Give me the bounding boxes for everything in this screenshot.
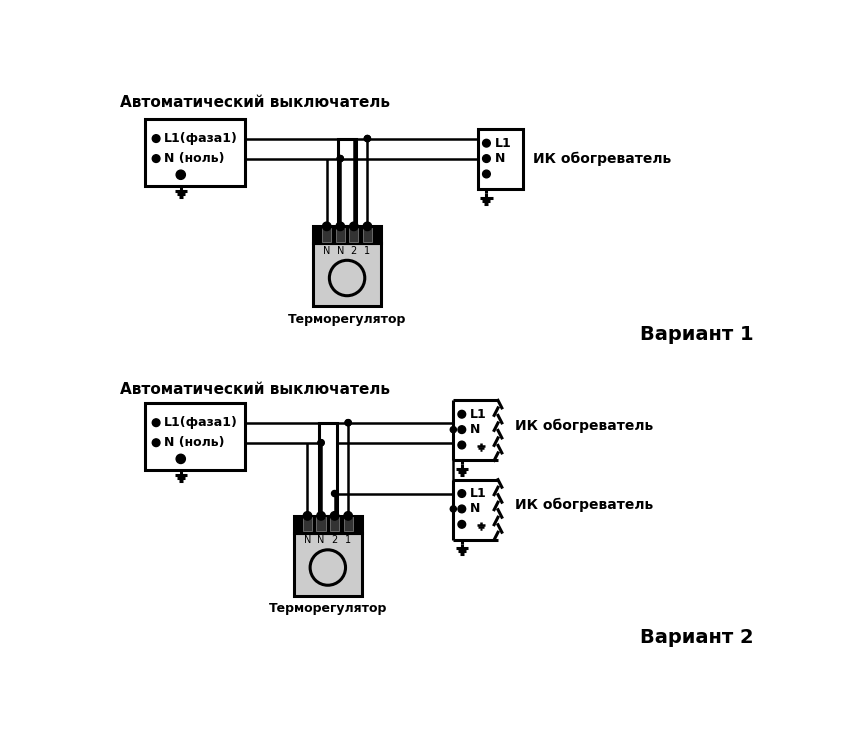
Circle shape (337, 155, 343, 161)
Bar (363, 228, 372, 242)
Bar (478, 129, 523, 190)
Circle shape (458, 426, 466, 434)
Bar (338, 138, 356, 226)
Circle shape (317, 512, 326, 520)
Circle shape (322, 222, 331, 231)
Circle shape (336, 222, 344, 231)
Text: L1: L1 (495, 137, 512, 150)
Circle shape (152, 155, 160, 162)
Text: Вариант 1: Вариант 1 (640, 324, 754, 344)
Text: Терморегулятор: Терморегулятор (288, 312, 406, 326)
Bar (336, 228, 345, 242)
Text: ИК обогреватель: ИК обогреватель (515, 419, 653, 433)
Bar (319, 423, 337, 516)
Circle shape (458, 521, 466, 528)
Circle shape (176, 170, 185, 179)
Circle shape (152, 439, 160, 446)
Text: Автоматический выключатель: Автоматический выключатель (120, 382, 390, 397)
Text: N (ноль): N (ноль) (164, 436, 224, 449)
Circle shape (318, 440, 324, 446)
Bar (330, 517, 339, 531)
Text: Автоматический выключатель: Автоматический выключатель (120, 95, 390, 110)
Circle shape (345, 420, 351, 426)
Text: Терморегулятор: Терморегулятор (269, 602, 387, 615)
Circle shape (332, 490, 337, 496)
Circle shape (365, 135, 371, 141)
Circle shape (303, 512, 312, 520)
Text: L1: L1 (470, 408, 487, 420)
Circle shape (483, 170, 490, 178)
Text: N (ноль): N (ноль) (164, 152, 224, 165)
Text: 1: 1 (365, 246, 371, 256)
Circle shape (318, 440, 324, 446)
Text: ИК обогреватель: ИК обогреватель (534, 152, 672, 166)
Circle shape (450, 426, 456, 433)
Text: N: N (317, 535, 325, 545)
Bar (316, 517, 326, 531)
Circle shape (458, 505, 466, 513)
Circle shape (363, 222, 371, 231)
Text: N: N (323, 246, 331, 256)
Text: N: N (495, 152, 505, 165)
Bar (294, 533, 362, 596)
Circle shape (337, 155, 343, 161)
Circle shape (349, 222, 358, 231)
Text: L1(фаза1): L1(фаза1) (164, 416, 238, 429)
Bar (343, 517, 353, 531)
Circle shape (176, 455, 185, 464)
Text: 2: 2 (332, 535, 337, 545)
Circle shape (483, 155, 490, 162)
Circle shape (345, 420, 351, 426)
Bar (313, 243, 381, 307)
Circle shape (331, 512, 339, 520)
Circle shape (458, 411, 466, 418)
Bar (294, 516, 362, 533)
Circle shape (458, 490, 466, 498)
Circle shape (344, 512, 353, 520)
Circle shape (329, 260, 365, 295)
Circle shape (152, 135, 160, 142)
Text: ИК обогреватель: ИК обогреватель (515, 498, 653, 512)
Circle shape (458, 441, 466, 449)
Text: N: N (303, 535, 311, 545)
Bar (349, 228, 359, 242)
Text: L1: L1 (470, 487, 487, 500)
Text: N: N (337, 246, 344, 256)
Text: 2: 2 (351, 246, 357, 256)
Circle shape (310, 550, 346, 586)
Text: N: N (470, 502, 480, 516)
Circle shape (365, 135, 371, 141)
Text: N: N (470, 423, 480, 436)
Text: L1(фаза1): L1(фаза1) (164, 132, 238, 145)
Bar (145, 403, 246, 470)
Text: Вариант 2: Вариант 2 (640, 628, 754, 647)
Bar (145, 118, 246, 186)
Text: 1: 1 (345, 535, 351, 545)
Circle shape (450, 506, 456, 512)
Bar (322, 228, 332, 242)
Circle shape (483, 139, 490, 147)
Circle shape (152, 419, 160, 426)
Bar (303, 517, 312, 531)
Bar (313, 226, 381, 243)
